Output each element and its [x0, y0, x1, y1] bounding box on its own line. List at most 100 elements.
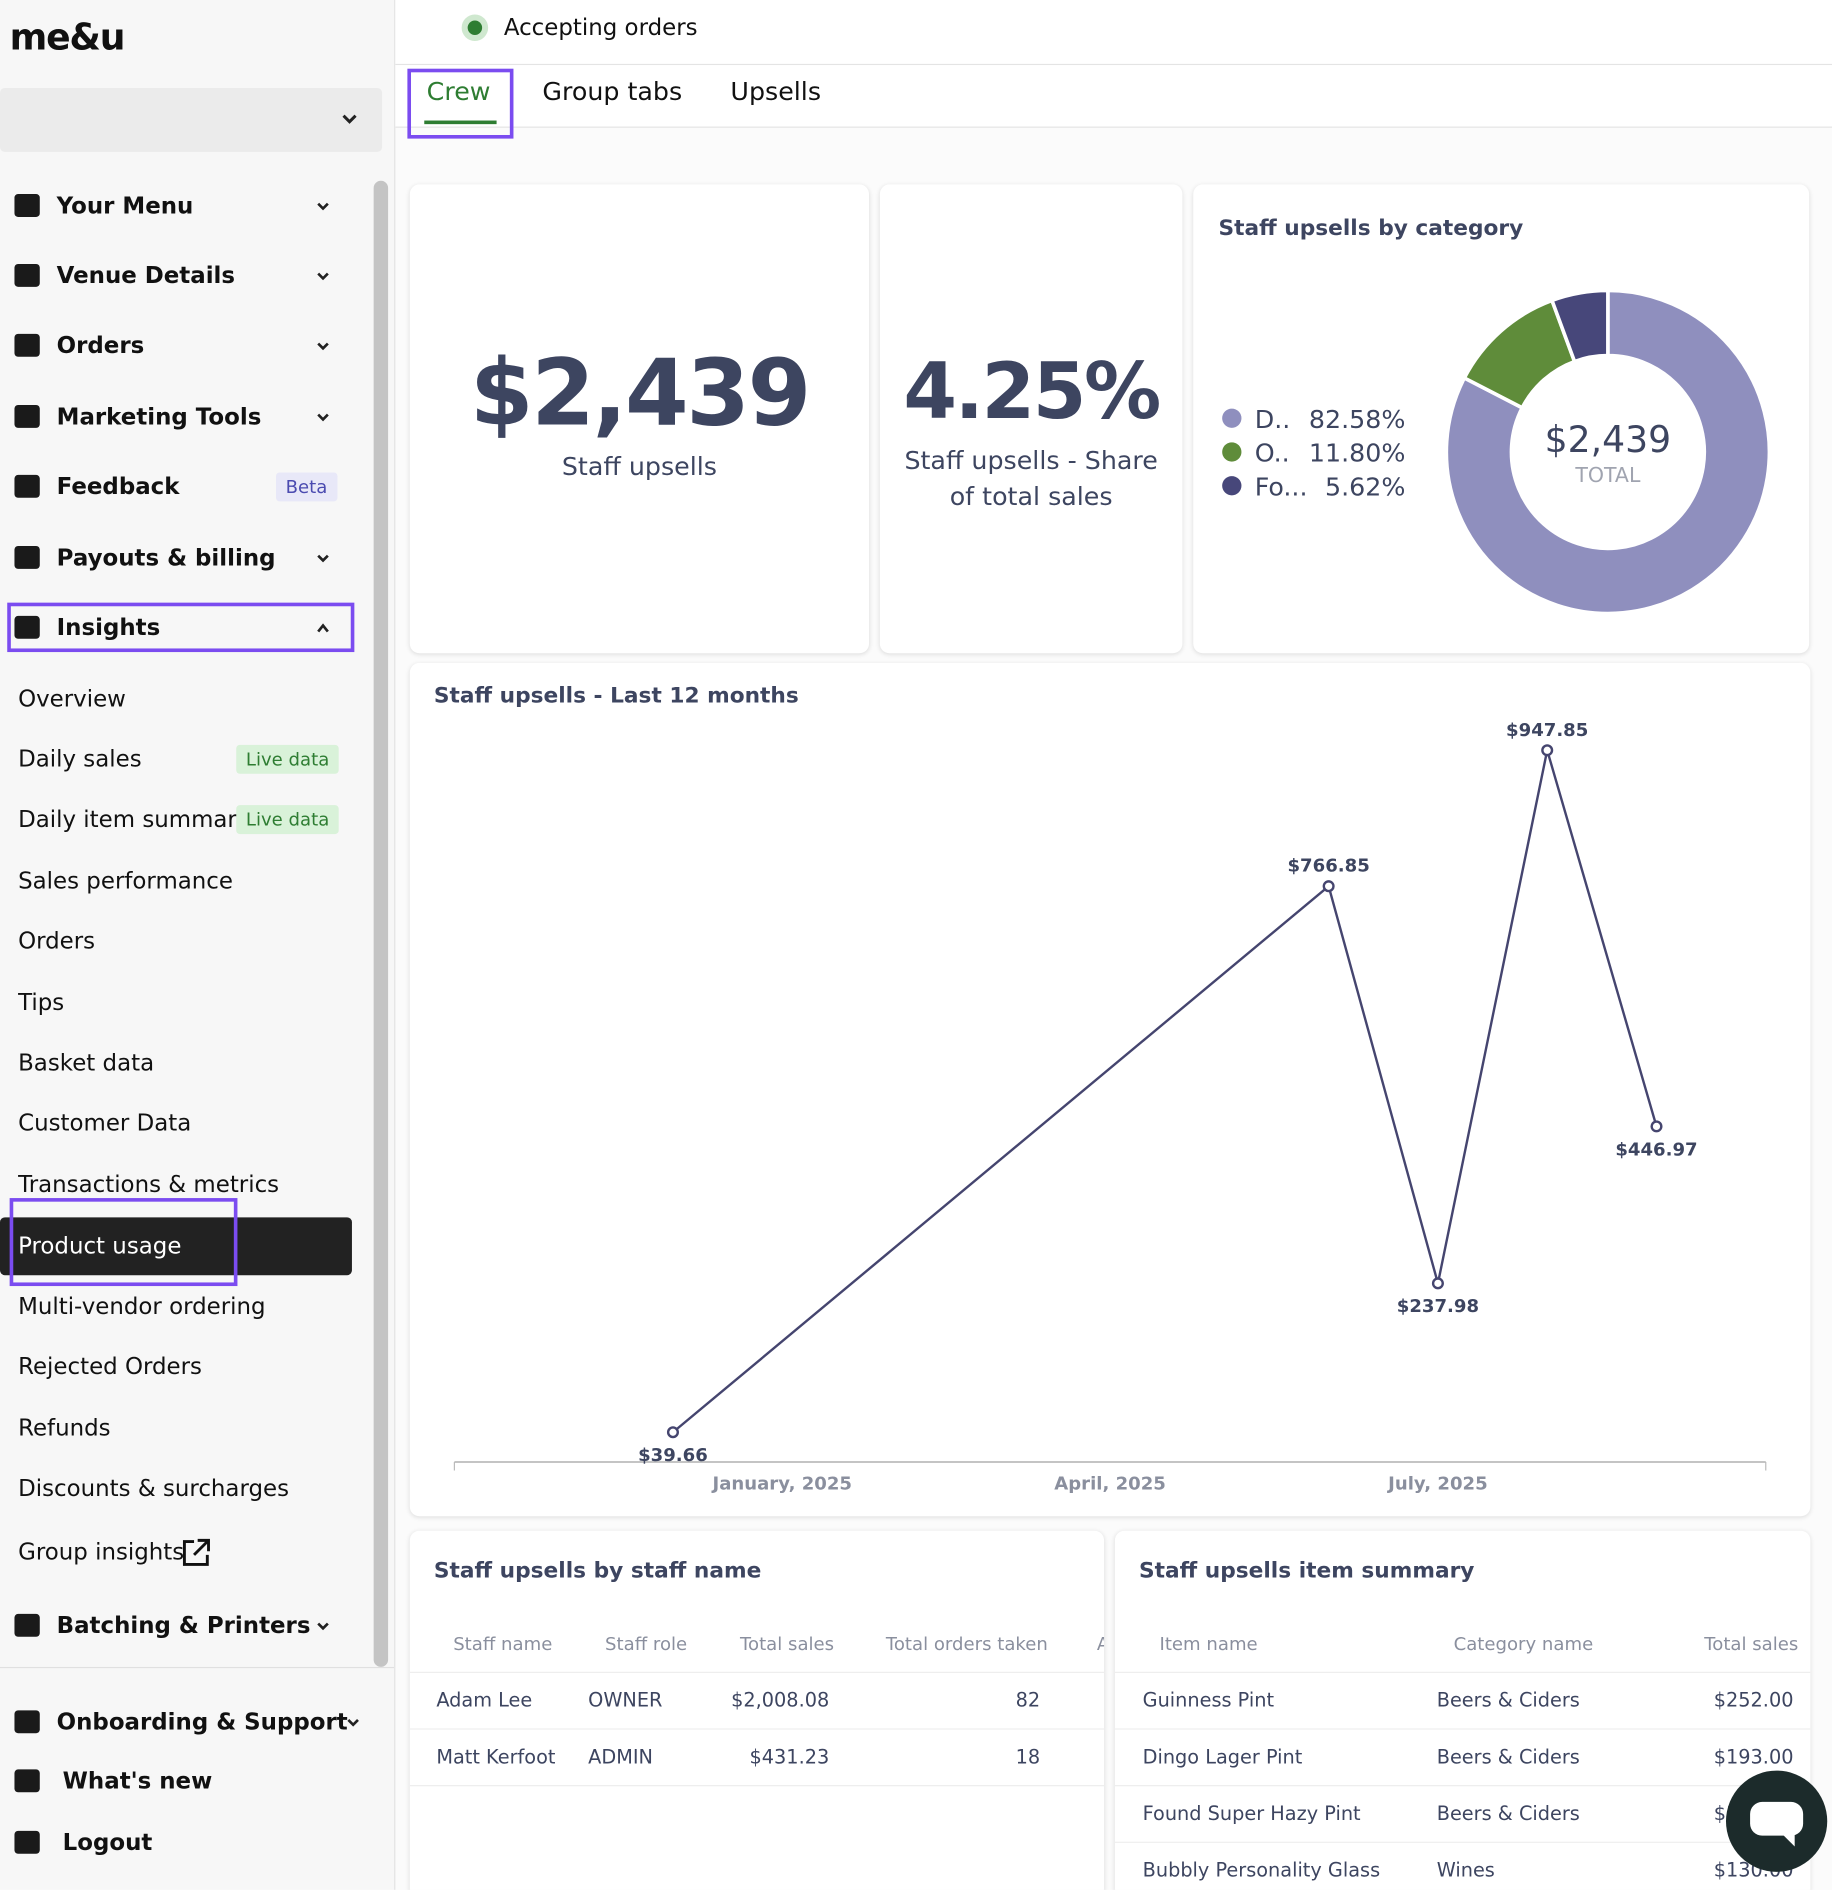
- menu-item[interactable]: Orders: [56, 332, 145, 360]
- chevron-path: [347, 1719, 359, 1727]
- chevron: [342, 114, 357, 124]
- kpi-label: Staff upsells - Share of total sales: [904, 445, 1158, 512]
- badge: Beta: [276, 472, 337, 502]
- kpi-label: Staff upsells: [561, 451, 717, 481]
- table-cell: $193.00: [1713, 1745, 1794, 1769]
- table-cell: Adam Lee: [436, 1688, 533, 1712]
- table-cell: Beers & Ciders: [1436, 1688, 1580, 1712]
- table-cell: 82: [1015, 1688, 1041, 1712]
- point: [666, 1426, 679, 1439]
- menu-item[interactable]: Logout: [62, 1829, 153, 1857]
- chevron-path: [317, 1622, 329, 1631]
- column-header[interactable]: Total sales: [1704, 1633, 1799, 1655]
- submenu-item[interactable]: Daily item summary: [18, 806, 251, 833]
- kpi-card: 4.25% Staff upsells - Share of total sal…: [879, 184, 1183, 654]
- chevron-path: [317, 623, 329, 633]
- column-header[interactable]: Total sales: [740, 1633, 835, 1655]
- chart-title: Staff upsells by category: [1219, 216, 1524, 241]
- column-header[interactable]: Staff name: [453, 1633, 553, 1655]
- top-bar: Accepting orders: [395, 0, 1832, 66]
- submenu-item[interactable]: Tips: [18, 989, 65, 1017]
- column-header[interactable]: A: [1097, 1633, 1104, 1655]
- chevron-path: [317, 342, 329, 351]
- menu-icon: [14, 546, 40, 569]
- point: [1541, 744, 1554, 757]
- menu-item[interactable]: Payouts & billing: [56, 544, 276, 572]
- submenu-item[interactable]: Transactions & metrics: [18, 1171, 280, 1199]
- row-divider: [1114, 1841, 1811, 1843]
- table-card: Staff upsells by staff name Staff name Sta…: [409, 1530, 1105, 1890]
- row-divider: [1114, 1671, 1811, 1673]
- menu-item[interactable]: Onboarding & Support: [56, 1709, 348, 1736]
- submenu-item[interactable]: Refunds: [18, 1415, 111, 1442]
- column-header[interactable]: Staff role: [605, 1633, 688, 1655]
- legend-swatch: [1222, 442, 1242, 462]
- tab[interactable]: Crew: [426, 77, 491, 107]
- submenu-item[interactable]: Customer Data: [18, 1110, 192, 1137]
- venue-select[interactable]: [0, 87, 383, 152]
- submenu-item[interactable]: Rejected Orders: [18, 1353, 203, 1381]
- submenu-item[interactable]: Overview: [18, 685, 126, 713]
- icon-path: [182, 1538, 210, 1566]
- tab-underline: [424, 120, 497, 125]
- submenu-item[interactable]: Multi-vendor ordering: [18, 1293, 266, 1320]
- submenu-item[interactable]: Sales performance: [18, 867, 233, 895]
- legend-value: 5.62%: [1325, 472, 1405, 501]
- chevron: [317, 342, 329, 351]
- status-text: Accepting orders: [503, 14, 698, 41]
- kpi-value: 4.25%: [903, 348, 1161, 438]
- submenu-item[interactable]: Group insights: [18, 1539, 185, 1566]
- point: [1431, 1277, 1444, 1290]
- submenu-item[interactable]: Orders: [18, 928, 96, 955]
- x-tick-label: April, 2025: [1054, 1474, 1166, 1495]
- tab[interactable]: Upsells: [730, 77, 822, 107]
- table-cell: OWNER: [588, 1688, 663, 1712]
- x-tick-label: July, 2025: [1386, 1474, 1488, 1495]
- submenu-item[interactable]: Product usage: [18, 1233, 182, 1260]
- external-link-icon: [182, 1538, 210, 1566]
- menu-icon: [14, 1613, 40, 1637]
- submenu-item[interactable]: Discounts & surcharges: [18, 1475, 290, 1502]
- menu-item[interactable]: Marketing Tools: [56, 403, 262, 431]
- legend-swatch: [1222, 408, 1242, 428]
- menu-item[interactable]: Venue Details: [56, 262, 236, 290]
- menu-item[interactable]: What's new: [62, 1768, 213, 1795]
- highlight-box: [7, 602, 355, 653]
- menu-item[interactable]: Your Menu: [56, 192, 194, 220]
- logo[interactable]: me&u: [9, 16, 126, 60]
- submenu-item[interactable]: Basket data: [18, 1049, 155, 1077]
- chart-title: Staff upsells - Last 12 months: [434, 684, 799, 709]
- menu-icon: [14, 333, 40, 357]
- table-cell: Wines: [1436, 1858, 1495, 1882]
- column-header[interactable]: Total orders taken: [885, 1633, 1048, 1655]
- row-divider: [409, 1728, 1105, 1730]
- menu-item[interactable]: Feedback: [56, 473, 180, 501]
- chevron-path: [317, 413, 329, 422]
- table-cell: Beers & Ciders: [1436, 1801, 1580, 1825]
- column-header[interactable]: Item name: [1159, 1633, 1258, 1655]
- legend-value: 82.58%: [1309, 405, 1405, 434]
- line-chart: Staff upsells - Last 12 months January, 2…: [434, 684, 1767, 1495]
- menu-icon: [14, 615, 40, 639]
- menu-item[interactable]: Batching & Printers: [56, 1612, 311, 1640]
- donut-card: Staff upsells by category D.. 82.58% O.. 11.…: [1193, 184, 1810, 654]
- highlight-box: [9, 1198, 238, 1287]
- chevron: [317, 272, 329, 281]
- badge: Live data: [236, 805, 339, 835]
- tab[interactable]: Group tabs: [542, 77, 683, 107]
- menu-item[interactable]: Insights: [56, 614, 161, 642]
- submenu-item[interactable]: Daily sales: [18, 746, 142, 773]
- donut-slice: [1549, 288, 1610, 364]
- donut-center-label: TOTAL: [1574, 463, 1641, 487]
- legend-value: 11.80%: [1309, 439, 1405, 468]
- chat-button[interactable]: [1725, 1769, 1829, 1873]
- scrollbar[interactable]: [373, 180, 389, 1667]
- donut-slice: [1444, 288, 1772, 616]
- kpi-value: $2,439: [469, 338, 811, 446]
- chevron: [317, 202, 329, 211]
- column-header[interactable]: Category name: [1453, 1633, 1594, 1655]
- chevron-path: [317, 202, 329, 211]
- data-label: $39.66: [638, 1445, 708, 1466]
